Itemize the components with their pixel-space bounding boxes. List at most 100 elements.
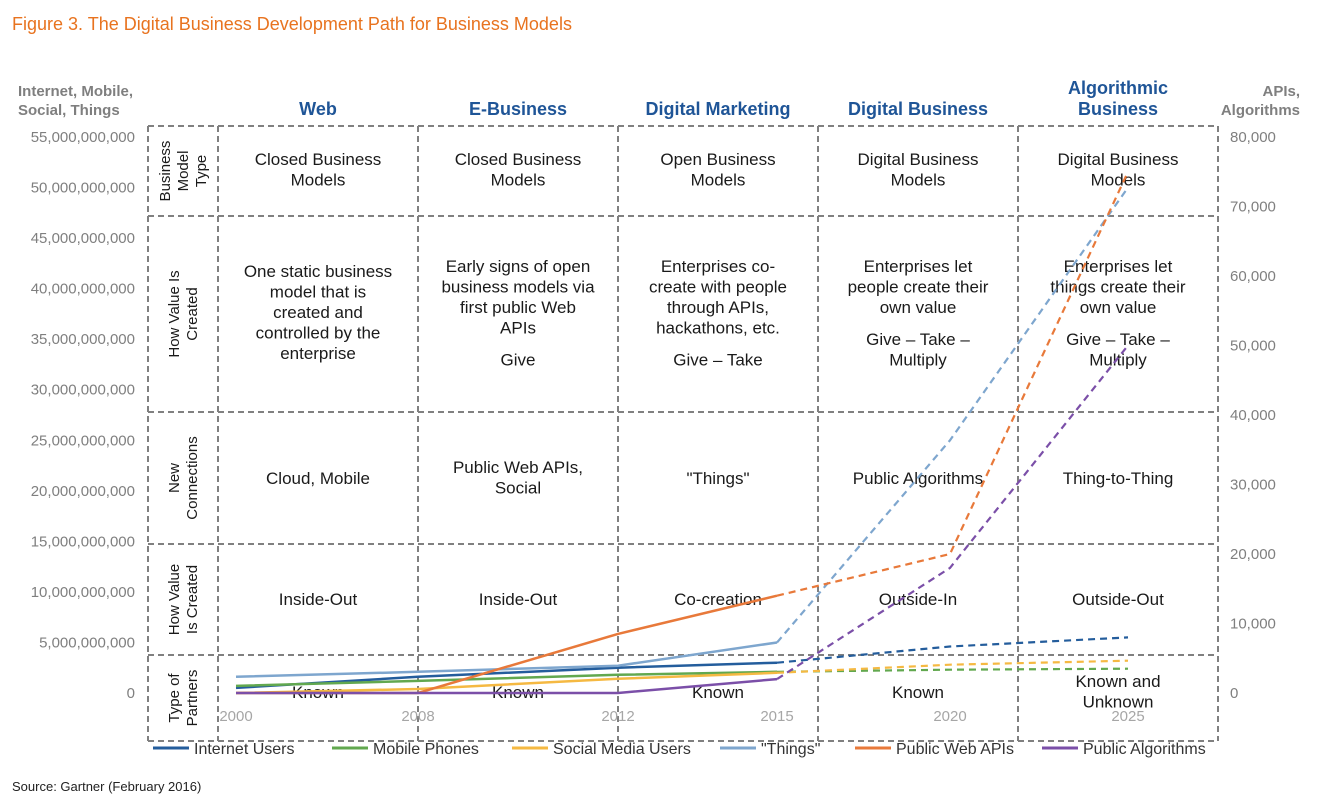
stage-header: Digital Business [848,99,988,119]
legend-label: Mobile Phones [373,741,479,758]
x-tick-label: 2012 [601,708,634,725]
cell-text: Outside-In [879,590,957,609]
series-line-solid [236,677,778,695]
cell-text: Inside-Out [279,590,358,609]
row-label: Partners [184,670,201,727]
row-label: Type of [166,673,183,723]
cell-text: Give – Take – [1066,330,1170,349]
row-label: Created [184,287,201,340]
cell-text: Co-creation [674,590,762,609]
left-tick-label: 55,000,000,000 [31,129,135,146]
series-line-forecast [776,186,1129,644]
cell-text: own value [1080,298,1157,317]
cell-text: Digital Business [1058,150,1179,169]
cell-text: Thing-to-Thing [1063,469,1174,488]
legend-label: "Things" [761,741,820,758]
x-tick-label: 2025 [1111,708,1144,725]
left-tick-label: 20,000,000,000 [31,483,135,500]
right-tick-label: 0 [1230,685,1238,702]
cell-text: enterprise [280,344,356,363]
cell-text: Models [1091,171,1146,190]
right-tick-label: 60,000 [1230,268,1276,285]
right-tick-label: 10,000 [1230,616,1276,633]
cell-text: create with people [649,278,787,297]
legend-label: Public Algorithms [1083,741,1206,758]
left-tick-label: 40,000,000,000 [31,281,135,298]
x-tick-label: 2008 [401,708,434,725]
cell-text: Multiply [1089,350,1147,369]
cell-text: "Things" [686,469,749,488]
left-axis-title: Internet, Mobile, [18,83,133,100]
stage-header: Algorithmic [1068,78,1168,98]
cell-text: Closed Business [455,150,582,169]
cell-text: own value [880,298,957,317]
right-axis-title: APIs, [1262,83,1300,100]
right-tick-label: 20,000 [1230,546,1276,563]
cell-text: Outside-Out [1072,590,1164,609]
figure-title: Figure 3. The Digital Business Developme… [12,14,572,34]
series-line-solid [235,671,778,695]
cell-text: Digital Business [858,150,979,169]
right-tick-label: 50,000 [1230,338,1276,355]
cell-text: Cloud, Mobile [266,469,370,488]
left-tick-label: 5,000,000,000 [39,634,135,651]
cell-text: Give – Take – [866,330,970,349]
left-tick-label: 35,000,000,000 [31,331,135,348]
row-label: How Value [166,564,183,635]
cell-text: created and [273,303,363,322]
legend-label: Public Web APIs [896,741,1014,758]
cell-text: Public Web APIs, [453,458,583,477]
cell-text: Social [495,479,541,498]
x-tick-label: 2020 [933,708,966,725]
cell-text: Closed Business [255,150,382,169]
cell-text: business models via [441,278,595,297]
cell-text: things create their [1050,278,1185,297]
cell-text: Multiply [889,350,947,369]
series-line-forecast [776,667,1129,673]
row-label: Is Created [184,565,201,634]
cell-text: Unknown [1083,693,1154,712]
cell-text: Enterprises let [864,257,973,276]
right-tick-label: 40,000 [1230,407,1276,424]
cell-text: people create their [848,278,989,297]
right-tick-label: 80,000 [1230,129,1276,146]
source-note: Source: Gartner (February 2016) [12,779,202,794]
row-label: Type [193,155,210,188]
row-label: New [166,463,183,493]
left-tick-label: 10,000,000,000 [31,584,135,601]
stage-header: Business [1078,99,1158,119]
series-line-solid [235,641,778,679]
stage-header: Digital Marketing [645,99,790,119]
row-label: Connections [184,436,201,519]
x-tick-label: 2000 [219,708,252,725]
cell-text: Known [692,683,744,702]
stage-header: Web [299,99,337,119]
cell-text: Give – Take [673,350,762,369]
cell-text: Enterprises let [1064,257,1173,276]
right-tick-label: 70,000 [1230,199,1276,216]
x-tick-label: 2015 [760,708,793,725]
stage-header: E-Business [469,99,567,119]
cell-text: model that is [270,283,366,302]
right-tick-label: 30,000 [1230,477,1276,494]
right-axis-title: Algorithms [1221,102,1300,119]
cell-text: Early signs of open [446,257,591,276]
left-tick-label: 50,000,000,000 [31,180,135,197]
legend-label: Social Media Users [553,741,691,758]
cell-text: Inside-Out [479,590,558,609]
cell-text: Known and [1075,672,1160,691]
series-line-forecast [776,636,1129,664]
cell-text: through APIs, [667,298,769,317]
series-line-solid [235,670,778,688]
cell-text: Known [892,683,944,702]
left-axis-title: Social, Things [18,102,120,119]
cell-text: Models [491,171,546,190]
cell-text: Models [291,171,346,190]
row-label: Business [157,141,174,202]
cell-text: One static business [244,262,392,281]
cell-text: hackathons, etc. [656,319,780,338]
cell-text: APIs [500,319,536,338]
series-line-forecast [776,659,1129,674]
cell-text: Open Business [660,150,775,169]
